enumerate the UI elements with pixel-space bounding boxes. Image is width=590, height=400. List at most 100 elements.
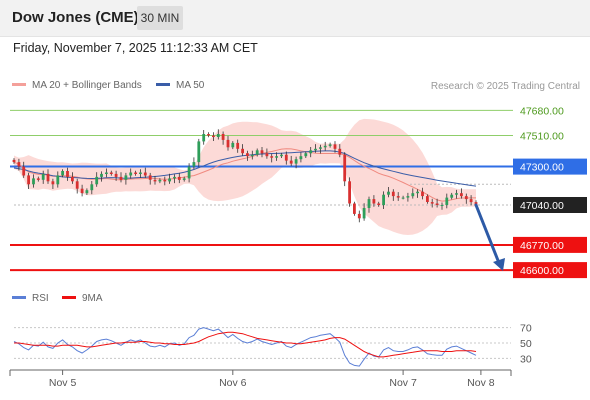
candle-body xyxy=(411,193,415,197)
forecast-arrow-shaft xyxy=(474,203,501,265)
candle-body xyxy=(319,147,322,149)
candle-body xyxy=(182,178,186,180)
candle-body xyxy=(464,196,468,200)
candle-body xyxy=(460,193,463,197)
legend-ma50-swatch xyxy=(156,82,170,86)
candle-body xyxy=(348,181,351,204)
candle-body xyxy=(51,181,55,185)
candle-body xyxy=(100,173,103,177)
candle-body xyxy=(377,203,381,205)
ma50-line xyxy=(13,150,477,187)
candle-body xyxy=(129,172,133,176)
candle-body xyxy=(362,208,366,219)
candle-body xyxy=(401,197,405,199)
candle-body xyxy=(168,178,171,182)
candle-body xyxy=(440,205,444,206)
candle-body xyxy=(221,134,225,140)
candle-body xyxy=(75,181,79,189)
candle-body xyxy=(333,144,337,149)
candle-body xyxy=(134,172,137,174)
candle-body xyxy=(139,172,142,174)
candle-body xyxy=(387,191,390,195)
level-tag-5 xyxy=(513,262,587,279)
legend-rsi-ma: 9MA xyxy=(62,293,103,304)
rsi-level-label-0: 70 xyxy=(520,323,532,335)
candle-body xyxy=(284,154,288,161)
candle-body xyxy=(309,150,313,154)
candle-body xyxy=(396,196,400,198)
candle-body xyxy=(17,162,21,167)
candle-body xyxy=(328,144,332,146)
candle-body xyxy=(114,173,118,177)
candle-body xyxy=(304,153,308,157)
credit-text: Research © 2025 Trading Central xyxy=(430,81,580,92)
candle-body xyxy=(323,145,327,148)
candle-body xyxy=(338,148,342,155)
forecast-arrow-head xyxy=(493,258,505,271)
candle-body xyxy=(450,194,454,198)
candle-body xyxy=(66,171,69,177)
x-tick-label-2: Nov 7 xyxy=(389,377,417,389)
rsi-line xyxy=(13,327,477,367)
bollinger-band xyxy=(14,118,476,235)
candle-body xyxy=(314,148,317,151)
candle-body xyxy=(90,184,94,191)
candle-body xyxy=(455,193,458,195)
rsi-ma-line xyxy=(14,331,477,358)
level-label-2: 47300.00 xyxy=(520,162,564,174)
timeframe-selector[interactable]: 30 MIN xyxy=(137,6,183,30)
candle-body xyxy=(22,166,26,176)
candle-body xyxy=(275,156,278,158)
level-label-4: 46770.00 xyxy=(520,240,564,252)
legend-bollinger-swatch xyxy=(12,82,26,86)
instrument-title: Dow Jones (CME) xyxy=(12,9,139,26)
rsi-level-label-1: 50 xyxy=(520,338,532,350)
level-label-0: 47680.00 xyxy=(520,105,564,117)
legend-rsi-ma-swatch xyxy=(62,295,76,299)
x-tick-label-3: Nov 8 xyxy=(467,377,495,389)
candle-body xyxy=(119,176,123,180)
candle-body xyxy=(95,176,99,185)
candle-body xyxy=(153,179,157,182)
level-tag-2 xyxy=(513,158,587,175)
candle-body xyxy=(353,203,356,214)
candle-body xyxy=(163,179,167,182)
candle-body xyxy=(212,135,215,137)
candle-body xyxy=(469,199,473,203)
candle-body xyxy=(391,191,395,197)
candle-body xyxy=(32,178,35,185)
candle-body xyxy=(27,175,30,185)
candle-body xyxy=(265,153,269,157)
level-label-1: 47510.00 xyxy=(520,131,564,143)
candle-body xyxy=(61,171,64,176)
legend-ma50: MA 50 xyxy=(156,80,204,91)
candle-body xyxy=(173,176,176,179)
candle-body xyxy=(236,142,240,149)
candle-body xyxy=(143,172,147,176)
candle-body xyxy=(435,203,439,205)
candle-body xyxy=(294,159,298,164)
candle-body xyxy=(382,194,385,206)
level-label-5: 46600.00 xyxy=(520,265,564,277)
candle-body xyxy=(80,188,84,194)
candle-body xyxy=(207,134,210,136)
candle-body xyxy=(177,176,181,180)
candle-body xyxy=(109,172,113,174)
level-tag-4 xyxy=(513,236,587,253)
candle-body xyxy=(367,199,371,208)
candle-body xyxy=(445,197,449,205)
candle-body xyxy=(56,175,60,185)
candle-body xyxy=(426,196,429,202)
candle-body xyxy=(250,154,254,157)
candle-body xyxy=(187,166,191,179)
header-bar: Dow Jones (CME) 30 MIN xyxy=(0,0,590,37)
candle-body xyxy=(241,148,244,154)
candle-body xyxy=(226,139,230,148)
level-label-3: 47040.00 xyxy=(520,200,564,212)
candle-body xyxy=(71,176,74,182)
candle-body xyxy=(148,175,152,180)
level-tag-3 xyxy=(513,197,587,213)
candle-body xyxy=(372,199,376,204)
candle-body xyxy=(357,213,361,219)
